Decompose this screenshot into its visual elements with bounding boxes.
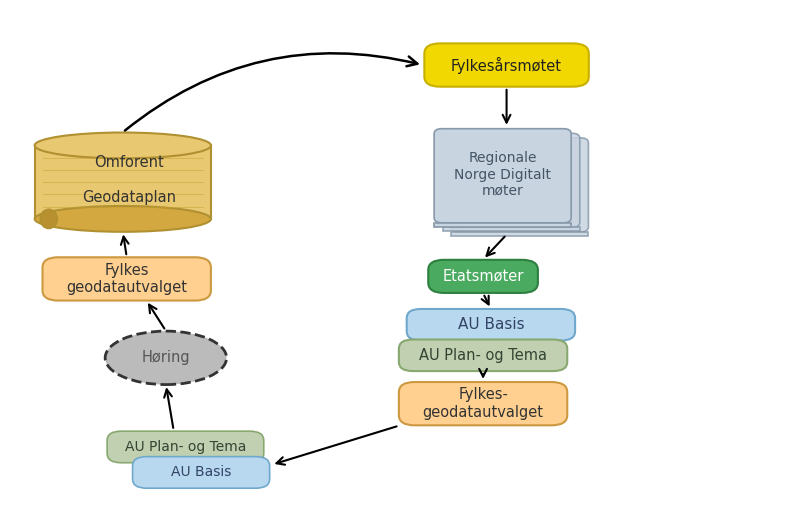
Text: AU Basis: AU Basis (457, 317, 524, 332)
Ellipse shape (105, 331, 226, 385)
Text: Fylkes-
geodatautvalget: Fylkes- geodatautvalget (423, 388, 544, 420)
Polygon shape (443, 227, 580, 231)
Text: AU Plan- og Tema: AU Plan- og Tema (125, 440, 246, 454)
FancyBboxPatch shape (35, 145, 211, 219)
Text: Fylkesårsmøtet: Fylkesårsmøtet (451, 56, 562, 74)
Ellipse shape (35, 206, 211, 232)
Text: Fylkes
geodatautvalget: Fylkes geodatautvalget (66, 263, 187, 295)
FancyBboxPatch shape (451, 138, 589, 232)
Text: Etatsmøter: Etatsmøter (443, 269, 523, 284)
FancyBboxPatch shape (424, 44, 589, 87)
Ellipse shape (35, 133, 211, 158)
FancyBboxPatch shape (443, 133, 580, 227)
Ellipse shape (40, 209, 57, 228)
Text: Omforent

Geodataplan: Omforent Geodataplan (82, 155, 176, 204)
Polygon shape (451, 232, 589, 236)
FancyBboxPatch shape (434, 129, 571, 223)
FancyBboxPatch shape (42, 257, 211, 301)
FancyBboxPatch shape (107, 431, 264, 463)
Text: AU Plan- og Tema: AU Plan- og Tema (419, 348, 547, 363)
FancyBboxPatch shape (399, 339, 567, 371)
FancyBboxPatch shape (133, 457, 270, 488)
Text: Høring: Høring (141, 350, 190, 366)
Text: Regionale
Norge Digitalt
møter: Regionale Norge Digitalt møter (454, 152, 551, 198)
Polygon shape (434, 223, 571, 226)
Text: AU Basis: AU Basis (171, 465, 231, 479)
FancyBboxPatch shape (399, 382, 567, 425)
FancyBboxPatch shape (428, 260, 538, 293)
FancyBboxPatch shape (406, 309, 575, 340)
